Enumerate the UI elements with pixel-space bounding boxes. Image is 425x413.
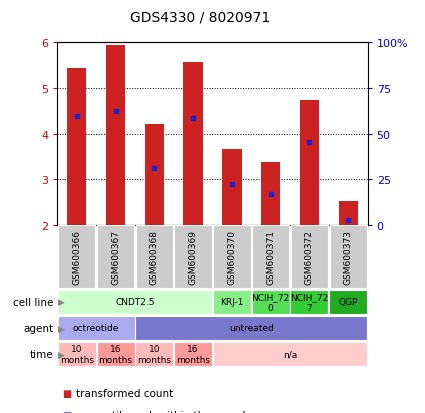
Text: QGP: QGP [339,298,358,306]
Text: octreotide: octreotide [73,324,119,332]
Text: ■: ■ [62,410,71,413]
Bar [58,316,135,340]
Text: GSM600371: GSM600371 [266,230,275,285]
Bar [213,290,251,314]
Bar [290,290,329,314]
Bar [58,290,212,314]
Text: GSM600369: GSM600369 [189,230,198,285]
Bar [300,101,319,225]
Text: GSM600373: GSM600373 [344,230,353,285]
Bar [213,342,367,366]
Text: ▶: ▶ [58,324,65,332]
Text: 10
months: 10 months [60,344,94,364]
Text: GSM600372: GSM600372 [305,230,314,285]
Text: agent: agent [23,323,53,333]
Text: GSM600370: GSM600370 [227,230,236,285]
Text: 10
months: 10 months [137,344,171,364]
Text: KRJ-1: KRJ-1 [220,298,244,306]
Text: cell line: cell line [13,297,53,307]
Bar [58,226,95,288]
Bar [213,226,250,288]
Text: untreated: untreated [229,324,274,332]
Text: 16
months: 16 months [176,344,210,364]
Text: percentile rank within the sample: percentile rank within the sample [76,410,252,413]
Bar [329,290,367,314]
Bar [339,202,358,225]
Text: ■: ■ [62,388,71,398]
Bar [175,226,212,288]
Text: GDS4330 / 8020971: GDS4330 / 8020971 [130,10,270,24]
Text: transformed count: transformed count [76,388,174,398]
Bar [144,124,164,225]
Bar [106,45,125,225]
Bar [67,68,86,225]
Bar [261,162,280,225]
Bar [252,226,289,288]
Bar [136,226,173,288]
Text: ▶: ▶ [58,350,65,358]
Text: ▶: ▶ [58,298,65,306]
Bar [135,342,173,366]
Bar [184,63,203,225]
Bar [96,342,135,366]
Text: CNDT2.5: CNDT2.5 [115,298,155,306]
Text: time: time [29,349,53,359]
Bar [222,149,241,225]
Text: GSM600368: GSM600368 [150,230,159,285]
Bar [97,226,134,288]
Bar [174,342,212,366]
Text: GSM600367: GSM600367 [111,230,120,285]
Bar [330,226,367,288]
Text: GSM600366: GSM600366 [72,230,81,285]
Bar [291,226,328,288]
Bar [58,342,96,366]
Text: NCIH_72
0: NCIH_72 0 [252,292,290,312]
Text: n/a: n/a [283,350,297,358]
Bar [135,316,367,340]
Text: NCIH_72
7: NCIH_72 7 [290,292,329,312]
Bar [252,290,290,314]
Text: 16
months: 16 months [99,344,133,364]
